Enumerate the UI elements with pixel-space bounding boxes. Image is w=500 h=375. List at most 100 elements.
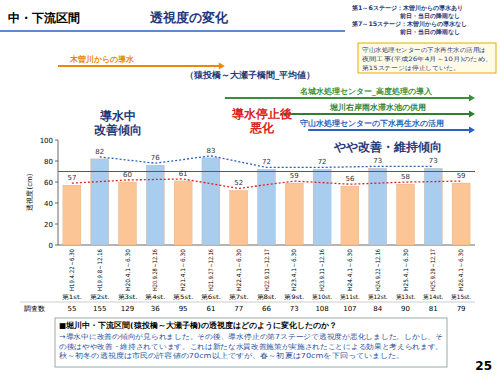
y-tick-label: 80 — [44, 158, 53, 166]
y-tick — [55, 161, 58, 162]
phase-label: 導水中 — [99, 109, 136, 123]
count: 90 — [401, 305, 410, 313]
bar — [369, 168, 387, 245]
y-tick — [55, 203, 58, 204]
stage-label: 第12st. — [368, 293, 388, 300]
bar — [452, 183, 470, 245]
measure-arrow — [219, 63, 225, 70]
x-tick-label: H20.4.1～6.30 — [124, 249, 131, 291]
y-tick-label: 20 — [44, 221, 53, 229]
note-line: 第15ステージは停止していた。 — [362, 64, 460, 71]
condition: 第7～15ステージ：木曽川からの導水なし — [351, 20, 467, 28]
data-label: 61 — [179, 170, 188, 178]
count: 61 — [206, 305, 215, 313]
x-tick-label: H21.9.27～12.16 — [207, 249, 214, 291]
note-line: 守山水処理センターの下水再生水の活用は — [362, 46, 486, 53]
answer-line: 秋～初冬の透視度は市民の許容値の70cm以上ですが、春～初夏は70cmを下回って… — [59, 352, 405, 360]
measure-line — [308, 129, 470, 131]
stage-label: 第3st. — [118, 293, 138, 300]
bar — [313, 169, 331, 245]
x-tick-label: H25.9.29～12.17 — [429, 249, 436, 291]
y-tick-label: 0 — [49, 242, 53, 250]
count: 108 — [315, 305, 328, 313]
count: 73 — [290, 305, 299, 313]
bar — [63, 185, 81, 245]
bar — [258, 169, 276, 245]
x-tick-label: H23.4.1～6.30 — [290, 249, 297, 291]
y-tick — [55, 140, 58, 141]
header-rule — [0, 30, 345, 32]
question: ■堀川中・下流区間(猿投橋～大瀬子橋)の透視度はどのように変化したのか？ — [59, 320, 337, 330]
stage-label: 第8st. — [257, 293, 277, 300]
count-rule — [20, 302, 475, 303]
bar — [397, 184, 415, 245]
data-label: 83 — [206, 147, 215, 155]
bar — [230, 190, 248, 245]
stage-label: 第13st. — [396, 293, 416, 300]
phase-label: 改善傾向 — [94, 123, 142, 137]
x-tick-label: H25.4.1～6.30 — [402, 249, 409, 291]
phase-label: やや改善・維持傾向 — [333, 140, 442, 154]
measure-line — [58, 65, 220, 67]
note-line: 夜間工事(平成26年4月～10月)のため、 — [362, 55, 492, 62]
x-tick-label: H19.4.22～6.30 — [68, 249, 75, 291]
x-tick-label: H24.9.22～12.16 — [374, 249, 381, 291]
data-label: 60 — [123, 171, 132, 179]
phase-label: 導水停止後 — [231, 107, 292, 121]
data-label: 72 — [318, 158, 327, 166]
data-label: 56 — [345, 175, 354, 183]
stage-label: 第10st. — [312, 293, 332, 300]
stage-label: 第6st. — [201, 293, 221, 300]
measure-arrow — [469, 111, 475, 118]
measure-label: 名城水処理センター_高度処理の導入 — [299, 86, 433, 96]
stage-label: 第1st. — [62, 293, 82, 300]
chart-title: 透視度の変化 — [149, 10, 229, 25]
x-tick-label: H22.9.11～12.17 — [263, 249, 270, 291]
y-tick-label: 60 — [44, 179, 53, 187]
bar — [174, 181, 192, 245]
count-title: 調査数 — [24, 305, 45, 313]
data-label: 57 — [67, 174, 76, 182]
count: 107 — [343, 305, 356, 313]
count: 155 — [93, 305, 106, 313]
plot-area — [58, 156, 475, 245]
count: 55 — [67, 305, 76, 313]
bar — [119, 182, 137, 245]
measure-label: 木曽川からの導水 — [69, 54, 135, 64]
condition: 前日・当日の降雨なし — [399, 28, 460, 36]
measure-arrow — [469, 127, 475, 134]
stage-label: 第5st. — [173, 293, 193, 300]
y-tick-label: 40 — [44, 200, 53, 208]
bar — [341, 186, 359, 245]
y-axis — [58, 140, 59, 245]
data-label: 72 — [262, 158, 271, 166]
y-tick-label: 100 — [40, 137, 53, 145]
count: 84 — [373, 305, 382, 313]
phase-label: 悪化 — [249, 121, 275, 135]
measure-line — [280, 113, 470, 115]
chart: 中・下流区間透視度の変化第1～6ステージ：木曽川からの導水あり前日・当日の降雨な… — [0, 0, 500, 375]
data-label: 82 — [95, 148, 104, 156]
data-label: 52 — [234, 179, 243, 187]
note-box — [358, 43, 496, 73]
page-number: 25 — [475, 359, 492, 373]
data-label: 76 — [151, 154, 160, 162]
answer-line: →導水中に改善の傾向が見られました。その後、導水停止の第7ステージで透視度が悪化… — [59, 332, 443, 341]
condition: 第1～6ステージ：木曽川からの導水あり — [351, 4, 463, 12]
trend-line — [100, 156, 434, 168]
data-label: 59 — [290, 172, 299, 180]
answer-line: の後はやや改善・維持されています。これは新たな水質改善施策が実施されたことによる… — [59, 342, 443, 351]
y-tick — [55, 182, 58, 183]
x-tick-label: H23.9.11～12.16 — [318, 249, 325, 291]
measure-arrow — [469, 95, 475, 102]
bar — [202, 158, 220, 245]
x-tick-label: H22.4.1～6.30 — [235, 249, 242, 291]
stage-label: 第15st. — [451, 293, 471, 300]
stage-label: 第7st. — [229, 293, 249, 300]
stage-label: 第14st. — [423, 293, 443, 300]
data-label: 73 — [373, 157, 382, 165]
measure-label: 堀川右岸雨水滞水池の供用 — [329, 103, 426, 112]
measure-label: 守山水処理センターの下水再生水の活用 — [300, 119, 444, 128]
count: 129 — [121, 305, 134, 313]
threshold-line — [58, 171, 475, 172]
